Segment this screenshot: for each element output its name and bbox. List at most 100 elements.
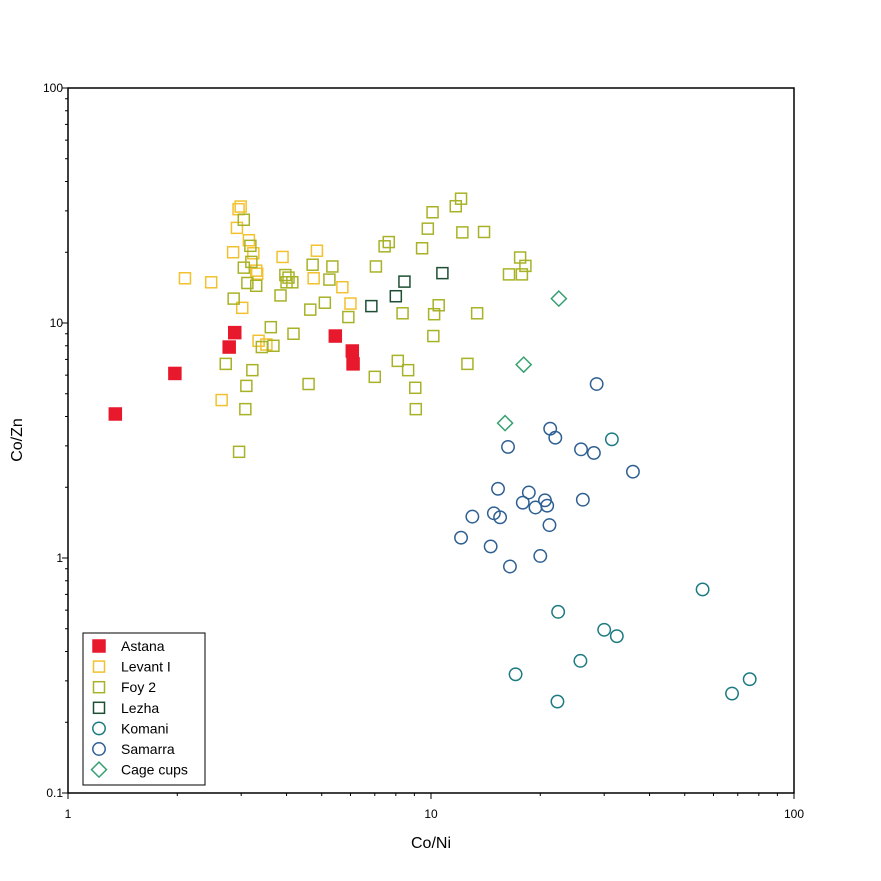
data-point (436, 266, 449, 280)
data-point (540, 498, 555, 513)
data-point (382, 235, 396, 249)
data-point (326, 260, 339, 273)
data-point (454, 530, 469, 545)
data-point (609, 629, 624, 644)
data-point (521, 485, 536, 500)
data-point (318, 296, 332, 309)
data-point (625, 464, 640, 479)
legend: Astana Levant I Foy 2 Lezha Komani Samarra Cag… (82, 632, 206, 786)
data-point (551, 604, 566, 619)
y-tick-label: 100 (43, 81, 63, 95)
data-point (432, 298, 445, 312)
legend-label: Astana (121, 638, 165, 654)
data-point (323, 273, 336, 286)
data-point (409, 402, 423, 416)
y-tick-label: 1 (56, 551, 63, 565)
series-foy-2 (219, 192, 532, 459)
data-point (542, 518, 557, 533)
y-tick-label: 0.1 (46, 786, 63, 800)
data-point (368, 370, 382, 384)
legend-marker (92, 701, 106, 715)
data-point (250, 267, 264, 281)
data-point (222, 340, 236, 354)
data-point (235, 301, 249, 315)
data-point (461, 357, 474, 371)
data-point (307, 272, 320, 285)
data-point (342, 310, 355, 324)
data-point (239, 402, 252, 416)
data-point (252, 334, 265, 348)
series-astana (108, 325, 360, 421)
data-point (597, 622, 612, 637)
data-point (365, 299, 378, 313)
data-point (232, 445, 246, 459)
data-point (234, 200, 247, 213)
data-point (310, 244, 324, 257)
data-point (426, 205, 439, 219)
data-point (215, 393, 228, 407)
data-point (249, 279, 263, 293)
x-tick-label: 1 (65, 807, 72, 821)
y-tick-label: 10 (50, 316, 64, 330)
legend-label: Komani (121, 720, 168, 736)
data-point (346, 357, 360, 371)
data-point (496, 414, 514, 432)
legend-marker (92, 680, 106, 694)
data-point (219, 357, 232, 371)
data-point (427, 307, 441, 321)
data-point (274, 289, 287, 302)
data-point (328, 329, 343, 343)
data-point (178, 272, 192, 285)
data-point (548, 430, 563, 445)
series-samarra (454, 377, 640, 574)
legend-label: Levant I (121, 659, 171, 675)
data-point (396, 307, 409, 320)
data-point (246, 363, 259, 377)
data-point (454, 192, 468, 205)
y-axis-label: Co/Zn (9, 418, 26, 462)
data-points (108, 192, 757, 709)
data-point (421, 222, 435, 235)
data-point (304, 303, 317, 316)
legend-label: Cage cups (121, 762, 188, 778)
data-point (336, 280, 349, 294)
data-point (401, 363, 415, 377)
data-point (415, 242, 429, 255)
data-point (391, 354, 405, 368)
data-point (276, 250, 289, 264)
data-point (241, 276, 254, 290)
data-point (515, 268, 529, 281)
data-point (378, 240, 391, 253)
data-point (279, 268, 292, 282)
data-point (306, 258, 319, 271)
data-point (228, 325, 242, 340)
data-point (550, 290, 568, 308)
data-point (465, 509, 480, 524)
data-point (244, 239, 257, 253)
data-point (389, 289, 403, 303)
data-point (108, 407, 123, 421)
data-point (204, 276, 218, 289)
data-point (550, 694, 565, 709)
data-point (573, 653, 588, 668)
data-point (515, 495, 530, 510)
legend-box (82, 632, 206, 786)
data-point (227, 292, 240, 305)
data-point (409, 381, 422, 395)
data-point (168, 366, 182, 381)
legend-marker (90, 761, 108, 779)
data-point (427, 329, 440, 343)
legend-marker (92, 742, 106, 756)
data-point (456, 226, 469, 239)
series-cage-cups (496, 290, 568, 432)
data-point (247, 247, 260, 260)
data-point (264, 320, 278, 334)
data-point (574, 442, 588, 457)
series-lezha (365, 266, 449, 313)
data-point (286, 276, 299, 289)
data-point (287, 327, 300, 341)
data-point (695, 582, 710, 597)
series-levant-i (178, 200, 357, 407)
